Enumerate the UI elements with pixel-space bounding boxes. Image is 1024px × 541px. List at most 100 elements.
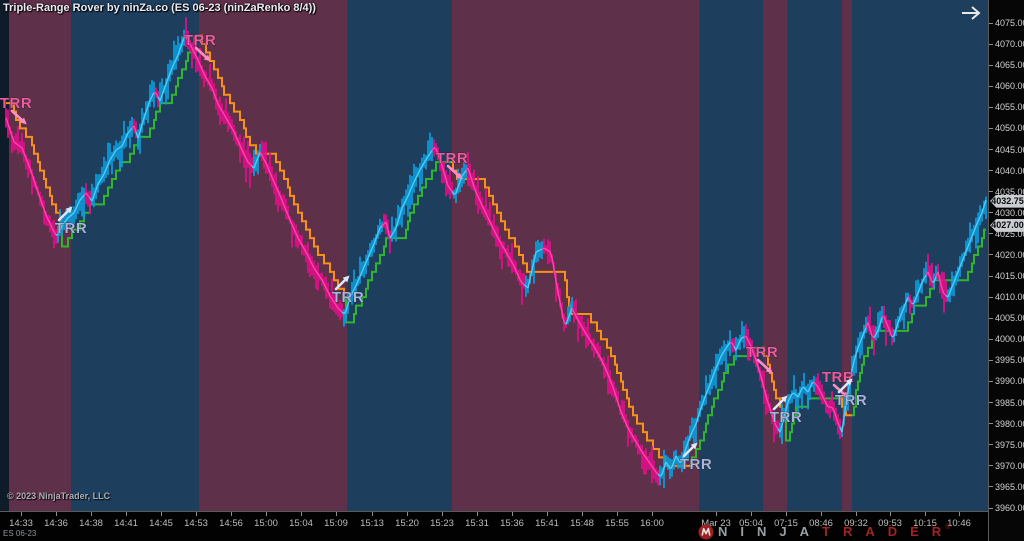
time-axis[interactable]: 14:33 14:36 14:38 14:41 14:45 14:53 14:56 15:00… bbox=[0, 511, 988, 541]
price-axis-tick bbox=[989, 507, 993, 509]
price-chart-area[interactable]: TRR TRR TRR TRR TRR TRR TRR TRR TRR TRR Triple-Ra… bbox=[0, 0, 988, 511]
sell-arrow-icon bbox=[756, 358, 771, 372]
price-axis-label: 3960.00 bbox=[995, 503, 1024, 513]
price-axis-label: 3975.00 bbox=[995, 439, 1024, 450]
trail-line-down bbox=[195, 34, 346, 299]
trr-signal-label: TRR bbox=[332, 289, 364, 306]
buy-arrow-icon bbox=[682, 444, 696, 458]
time-axis-label: 15:13 bbox=[360, 518, 384, 529]
price-axis-tick bbox=[989, 317, 993, 319]
time-axis-tick bbox=[161, 512, 162, 516]
time-axis-tick bbox=[477, 512, 478, 516]
price-axis-tick bbox=[989, 359, 993, 361]
time-axis-label: 15:23 bbox=[430, 518, 454, 529]
time-axis-tick bbox=[126, 512, 127, 516]
price-axis-tick bbox=[989, 465, 993, 467]
price-axis-label: 4020.00 bbox=[995, 249, 1024, 260]
time-axis-tick bbox=[56, 512, 57, 516]
jump-to-latest-button[interactable] bbox=[960, 4, 984, 22]
price-axis-tick bbox=[989, 444, 993, 446]
price-axis-label: 4005.00 bbox=[995, 313, 1024, 324]
time-axis-label: 14:41 bbox=[114, 518, 138, 529]
time-axis-label: 10:15 bbox=[913, 518, 937, 529]
price-axis-label: 4075.00 bbox=[995, 18, 1024, 28]
time-axis-tick bbox=[716, 512, 717, 516]
price-axis[interactable]: 4075.00 4070.00 4065.00 4060.00 4055.00 4050.… bbox=[988, 0, 1024, 541]
trend-band bbox=[347, 0, 452, 511]
trr-signal-label: TRR bbox=[822, 369, 854, 386]
sell-arrow-icon bbox=[446, 164, 461, 178]
copyright-text: © 2023 NinjaTrader, LLC bbox=[7, 491, 111, 501]
price-axis-tick bbox=[989, 106, 993, 108]
trend-band bbox=[699, 0, 763, 511]
price-axis-label: 3990.00 bbox=[995, 376, 1024, 387]
time-axis-label: 07:15 bbox=[774, 518, 798, 529]
price-axis-tick bbox=[989, 380, 993, 382]
time-axis-label: 15:36 bbox=[500, 518, 524, 529]
time-axis-label: 10:46 bbox=[947, 518, 971, 529]
price-axis-tick bbox=[989, 170, 993, 172]
trr-signal-label: TRR bbox=[184, 32, 216, 49]
price-axis-tick bbox=[989, 338, 993, 340]
price-axis-label: 4030.00 bbox=[995, 207, 1024, 218]
time-axis-tick bbox=[582, 512, 583, 516]
price-axis-tick bbox=[989, 149, 993, 151]
price-tag-trail-value: 4027.00 bbox=[990, 218, 1024, 232]
price-axis-tick bbox=[989, 402, 993, 404]
price-axis-label: 4035.00 bbox=[995, 186, 1024, 197]
price-axis-label: 4040.00 bbox=[995, 165, 1024, 176]
price-axis-tick bbox=[989, 212, 993, 214]
time-axis-tick bbox=[821, 512, 822, 516]
time-axis-tick bbox=[407, 512, 408, 516]
price-axis-tick bbox=[989, 43, 993, 45]
trail-line-up bbox=[852, 228, 986, 417]
price-axis-label: 4070.00 bbox=[995, 39, 1024, 50]
time-axis-label: Mar 23 bbox=[701, 518, 731, 529]
trr-signal-label: TRR bbox=[746, 344, 778, 361]
time-axis-label: 16:00 bbox=[640, 518, 664, 529]
time-axis-label: 15:55 bbox=[605, 518, 629, 529]
chart-canvas[interactable]: TRR TRR TRR TRR TRR TRR TRR TRR TRR TRR bbox=[0, 0, 988, 511]
trail-line-up bbox=[691, 346, 762, 466]
time-axis-tick bbox=[91, 512, 92, 516]
time-axis-tick bbox=[925, 512, 926, 516]
time-axis-label: 15:20 bbox=[395, 518, 419, 529]
trend-band bbox=[787, 0, 842, 511]
time-axis-label: 15:41 bbox=[535, 518, 559, 529]
time-axis-tick bbox=[890, 512, 891, 516]
trr-signal-label: TRR bbox=[436, 150, 468, 167]
price-axis-tick bbox=[989, 275, 993, 277]
time-axis-tick bbox=[196, 512, 197, 516]
time-axis-label: 15:04 bbox=[289, 518, 313, 529]
buy-arrow-icon bbox=[334, 277, 348, 291]
price-axis-label: 3965.00 bbox=[995, 481, 1024, 492]
time-axis-label: 14:56 bbox=[219, 518, 243, 529]
trend-band bbox=[9, 0, 71, 511]
price-axis-label: 4010.00 bbox=[995, 292, 1024, 303]
time-axis-label: 14:53 bbox=[184, 518, 208, 529]
time-axis-tick bbox=[301, 512, 302, 516]
trail-line-up bbox=[345, 161, 451, 324]
time-axis-tick bbox=[959, 512, 960, 516]
price-axis-tick bbox=[989, 296, 993, 298]
price-axis-label: 4060.00 bbox=[995, 81, 1024, 92]
instrument-label: ES 06-23 bbox=[3, 529, 37, 538]
price-axis-label: 4050.00 bbox=[995, 123, 1024, 134]
time-axis-tick bbox=[652, 512, 653, 516]
price-axis-tick bbox=[989, 233, 993, 235]
price-axis-tick bbox=[989, 423, 993, 425]
ninjatrader-logo: NINJA TRADER ® bbox=[698, 523, 950, 540]
time-axis-tick bbox=[372, 512, 373, 516]
time-axis-label: 08:46 bbox=[809, 518, 833, 529]
chart-title: Triple-Range Rover by ninZa.co (ES 06-23… bbox=[3, 2, 316, 14]
trail-line-up bbox=[61, 51, 196, 248]
buy-arrow-icon bbox=[837, 380, 851, 394]
right-arrow-icon bbox=[962, 6, 981, 20]
trail-line-down bbox=[6, 102, 62, 223]
price-axis-label: 3995.00 bbox=[995, 355, 1024, 366]
time-axis-label: 14:38 bbox=[79, 518, 103, 529]
time-axis-tick bbox=[617, 512, 618, 516]
time-axis-label: 05:04 bbox=[739, 518, 763, 529]
time-axis-label: 14:45 bbox=[149, 518, 173, 529]
trail-line-down bbox=[762, 346, 786, 417]
